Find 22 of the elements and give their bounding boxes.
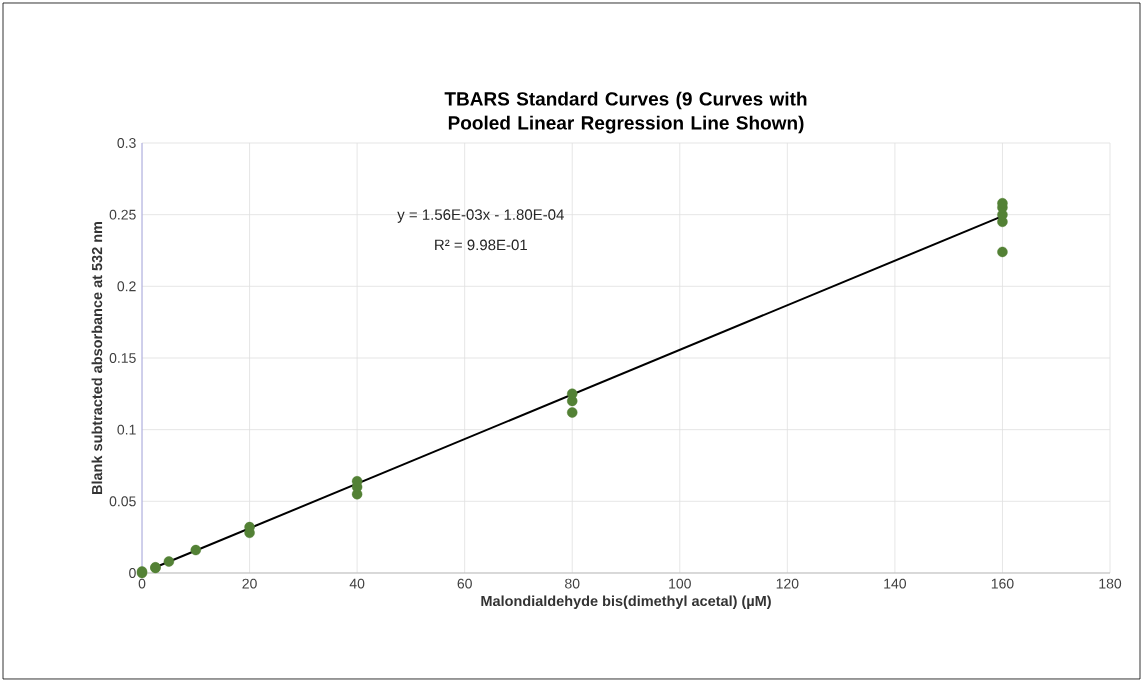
x-tick-label: 80 <box>565 578 580 589</box>
y-tick-label: 0.2 <box>117 281 136 292</box>
annotation: y = 1.56E-03x - 1.80E-04 <box>397 209 564 223</box>
x-tick-label: 60 <box>457 578 472 589</box>
y-tick-label: 0 <box>129 568 136 578</box>
y-axis-title: Blank subtracted absorbance at 532 nm <box>91 221 103 495</box>
x-tick-label: 20 <box>242 578 257 589</box>
y-tick-label: 0.05 <box>109 496 136 507</box>
x-tick-label: 100 <box>669 578 691 589</box>
y-tick-label: 0.3 <box>117 138 136 148</box>
chart-title: TBARS Standard Curves (9 Curves with Pooled Linear Regression Line Shown) <box>444 91 807 134</box>
y-tick-label: 0.1 <box>117 424 136 435</box>
x-tick-label: 140 <box>884 578 907 589</box>
x-tick-label: 40 <box>349 578 365 589</box>
x-tick-label: 160 <box>991 578 1014 589</box>
y-tick-label: 0.15 <box>109 353 136 363</box>
x-axis-title: Malondialdehyde bis(dimethyl acetal) (µM) <box>481 595 771 609</box>
y-tick-label: 0.25 <box>109 209 136 220</box>
x-tick-label: 120 <box>776 578 799 589</box>
annotation: R² = 9.98E-01 <box>435 239 527 251</box>
x-tick-label: 180 <box>1099 578 1122 589</box>
x-tick-label: 0 <box>138 578 146 589</box>
